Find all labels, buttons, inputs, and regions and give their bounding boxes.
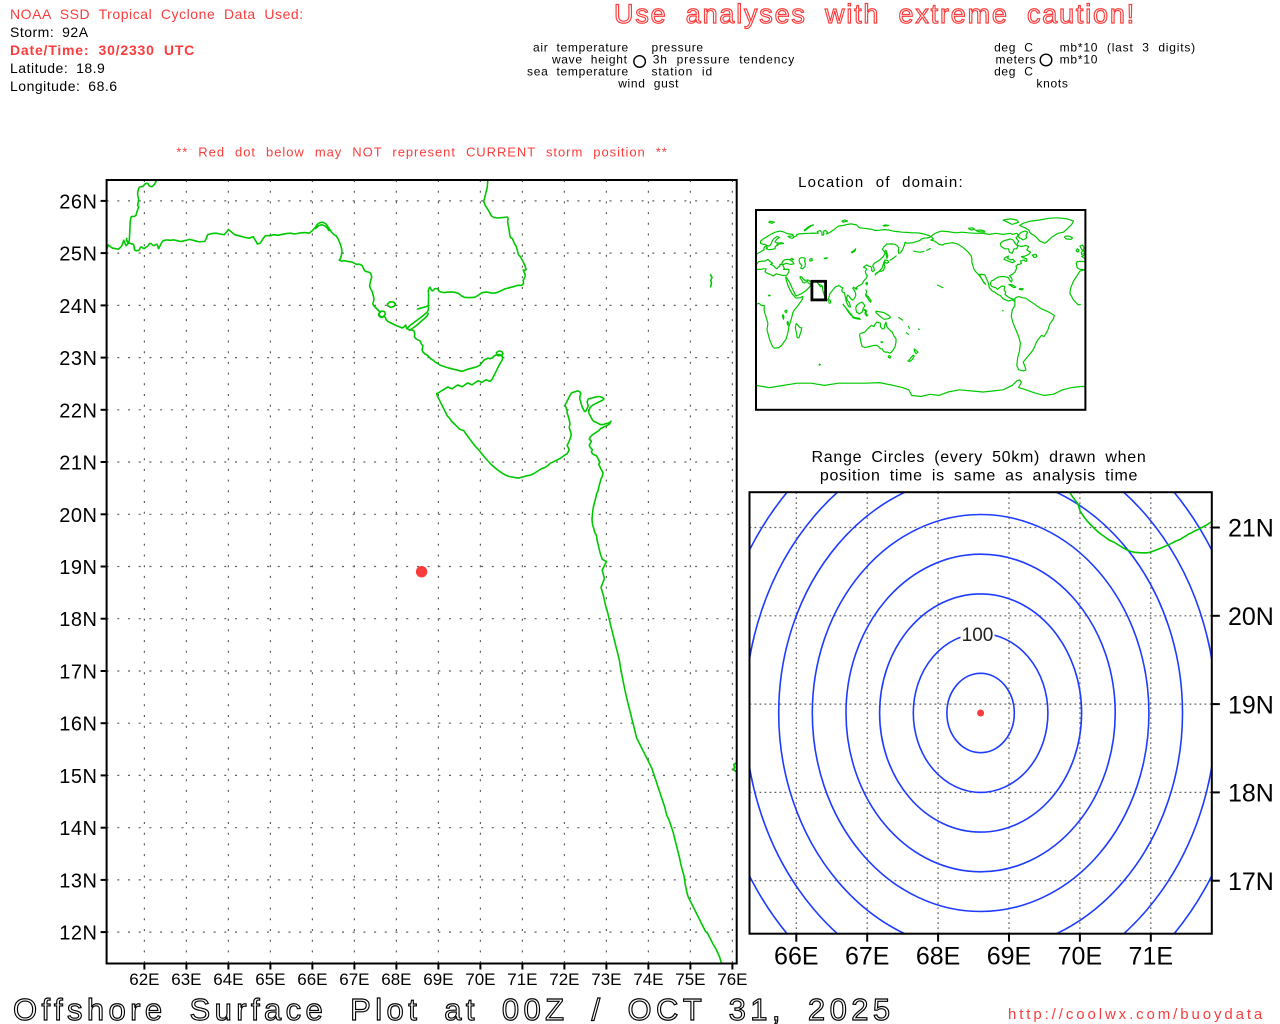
svg-text:71E: 71E xyxy=(507,970,537,989)
svg-text:74E: 74E xyxy=(633,970,663,989)
svg-text:72E: 72E xyxy=(549,970,579,989)
svg-text:65E: 65E xyxy=(255,970,285,989)
svg-text:air temperature: air temperature xyxy=(533,40,629,54)
svg-text:20N: 20N xyxy=(1228,603,1274,631)
svg-text:24N: 24N xyxy=(59,296,97,318)
svg-text:73E: 73E xyxy=(591,970,621,989)
svg-text:wind gust: wind gust xyxy=(617,77,679,91)
svg-text:21N: 21N xyxy=(1228,515,1274,543)
svg-text:67E: 67E xyxy=(845,943,889,971)
svg-text:mb*10 (last 3 digits): mb*10 (last 3 digits) xyxy=(1060,40,1196,54)
svg-text:Location of domain:: Location of domain: xyxy=(798,174,964,191)
svg-text:16N: 16N xyxy=(59,714,97,736)
svg-text:63E: 63E xyxy=(171,970,201,989)
svg-text:Date/Time: 30/2330 UTC: Date/Time: 30/2330 UTC xyxy=(10,42,195,58)
svg-text:23N: 23N xyxy=(59,348,97,370)
svg-text:14N: 14N xyxy=(59,818,97,840)
svg-text:13N: 13N xyxy=(59,870,97,892)
svg-text:meters: meters xyxy=(996,52,1037,66)
svg-text:17N: 17N xyxy=(59,662,97,684)
svg-text:Longitude: 68.6: Longitude: 68.6 xyxy=(10,78,118,94)
svg-text:Offshore Surface Plot at 00Z /: Offshore Surface Plot at 00Z / OCT 31, 2… xyxy=(13,992,895,1024)
svg-text:19N: 19N xyxy=(1228,691,1274,719)
svg-text:67E: 67E xyxy=(339,970,369,989)
svg-text:68E: 68E xyxy=(916,943,960,971)
svg-text:3h pressure tendency: 3h pressure tendency xyxy=(653,52,795,66)
svg-text:69E: 69E xyxy=(987,943,1031,971)
svg-text:69E: 69E xyxy=(423,970,453,989)
svg-text:66E: 66E xyxy=(774,943,818,971)
svg-text:19N: 19N xyxy=(59,557,97,579)
svg-text:** Red dot below may NOT repre: ** Red dot below may NOT represent CURRE… xyxy=(176,145,668,160)
svg-text:21N: 21N xyxy=(59,453,97,475)
svg-text:15N: 15N xyxy=(59,766,97,788)
svg-text:18N: 18N xyxy=(1228,780,1274,808)
svg-text:sea temperature: sea temperature xyxy=(527,65,629,79)
svg-text:18N: 18N xyxy=(59,609,97,631)
svg-text:mb*10: mb*10 xyxy=(1060,52,1099,66)
svg-text:75E: 75E xyxy=(675,970,705,989)
svg-text:66E: 66E xyxy=(297,970,327,989)
svg-text:position time is same as analy: position time is same as analysis time xyxy=(820,468,1138,485)
svg-text:70E: 70E xyxy=(1058,943,1102,971)
svg-text:deg C: deg C xyxy=(994,40,1034,54)
svg-text:Use analyses with extreme caut: Use analyses with extreme caution! xyxy=(614,0,1136,29)
svg-text:76E: 76E xyxy=(717,970,747,989)
svg-text:64E: 64E xyxy=(213,970,243,989)
svg-text:Range Circles (every 50km) dra: Range Circles (every 50km) drawn when xyxy=(812,449,1147,466)
svg-text:68E: 68E xyxy=(381,970,411,989)
svg-text:wave height: wave height xyxy=(551,52,628,66)
svg-text:Storm: 92A: Storm: 92A xyxy=(10,24,89,40)
svg-text:25N: 25N xyxy=(59,244,97,266)
svg-text:62E: 62E xyxy=(129,970,159,989)
svg-text:71E: 71E xyxy=(1129,943,1173,971)
svg-text:http://coolwx.com/buoydata: http://coolwx.com/buoydata xyxy=(1008,1006,1265,1023)
svg-text:pressure: pressure xyxy=(652,40,704,54)
svg-text:22N: 22N xyxy=(59,400,97,422)
svg-text:20N: 20N xyxy=(59,505,97,527)
svg-text:70E: 70E xyxy=(465,970,495,989)
svg-text:26N: 26N xyxy=(59,191,97,213)
svg-text:17N: 17N xyxy=(1228,868,1274,896)
svg-text:100: 100 xyxy=(962,625,994,646)
svg-text:12N: 12N xyxy=(59,923,97,945)
svg-text:Latitude: 18.9: Latitude: 18.9 xyxy=(10,60,105,76)
svg-text:station id: station id xyxy=(652,65,714,79)
svg-text:knots: knots xyxy=(1036,77,1068,91)
svg-text:NOAA SSD Tropical Cyclone Data: NOAA SSD Tropical Cyclone Data Used: xyxy=(10,6,304,22)
svg-text:deg C: deg C xyxy=(994,65,1034,79)
